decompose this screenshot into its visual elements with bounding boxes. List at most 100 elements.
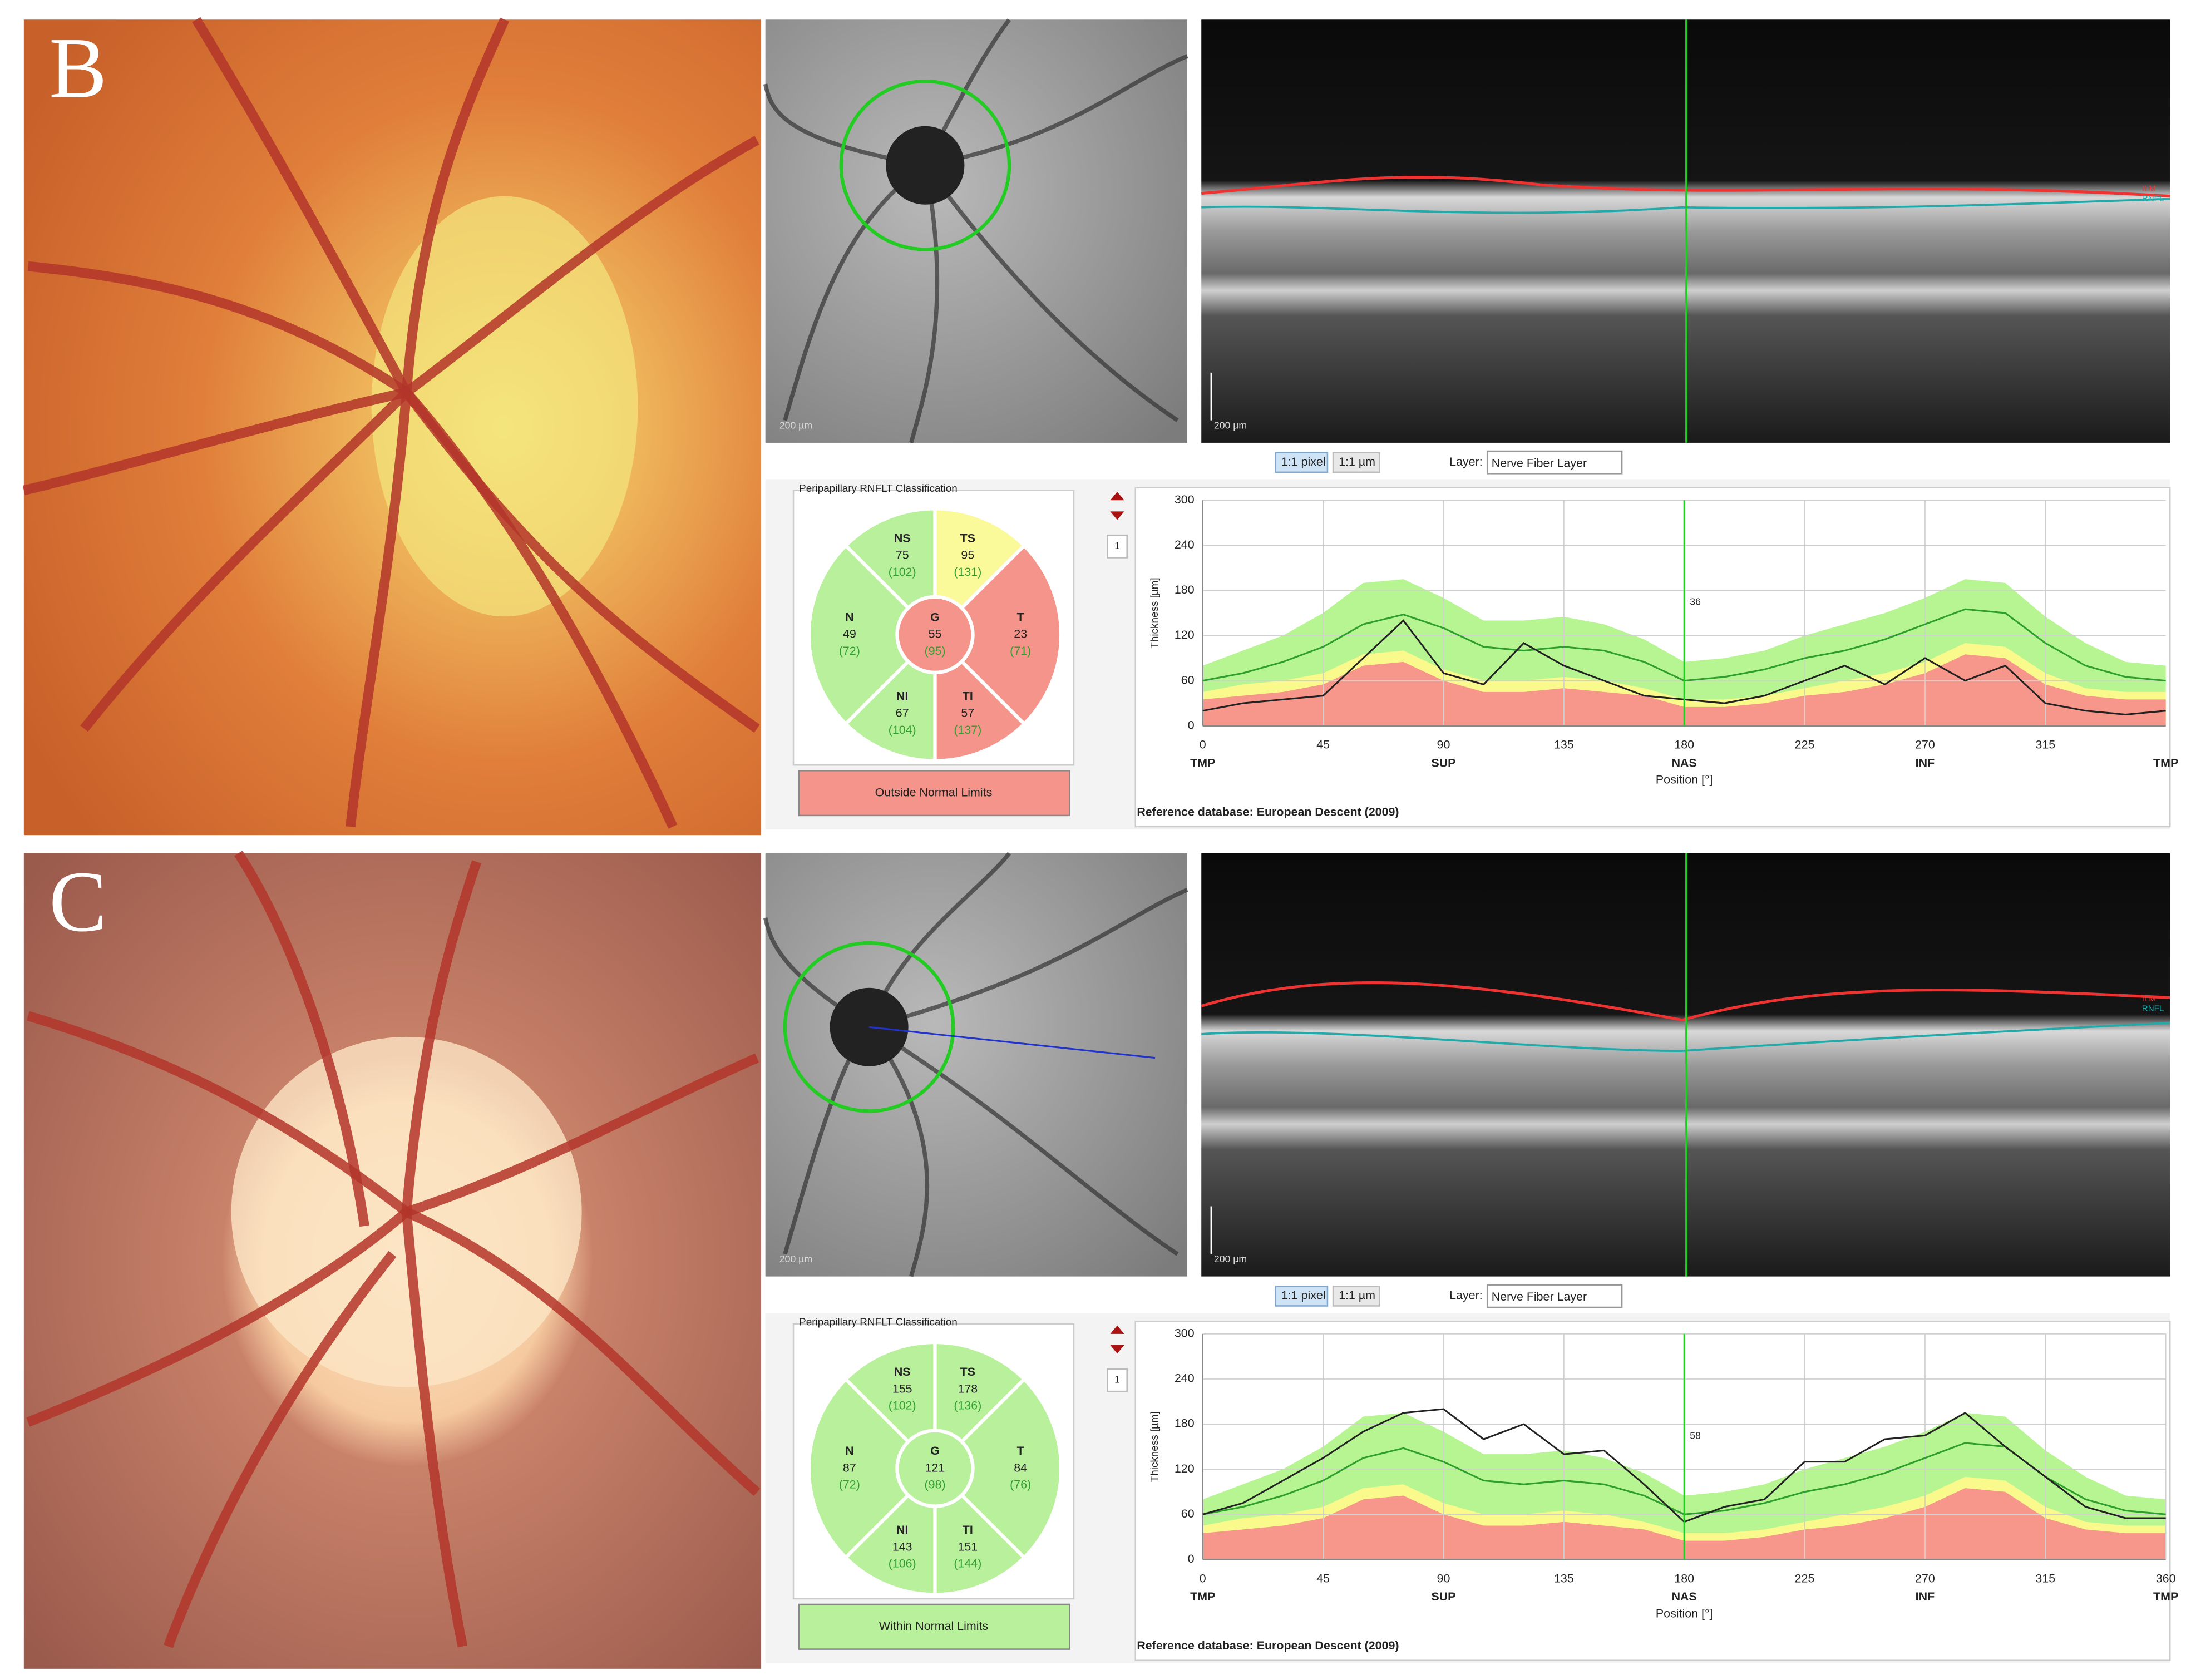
x-tick-label: 180 bbox=[1674, 1572, 1694, 1585]
vessel bbox=[26, 1208, 410, 1427]
vessel bbox=[164, 1251, 397, 1648]
toolbar: 1:1 pixel 1:1 µm Layer: Nerve Fiber Layer bbox=[765, 1279, 2170, 1313]
sector-name: NI bbox=[896, 689, 908, 703]
x-tick-label: 135 bbox=[1554, 1572, 1574, 1585]
result-text: Outside Normal Limits bbox=[875, 785, 993, 799]
x-axis-label: Position [°] bbox=[1656, 773, 1713, 787]
sector bbox=[843, 659, 937, 763]
layer-tag: RNFL bbox=[2142, 194, 2164, 204]
sector-normal: (95) bbox=[924, 644, 945, 658]
ir-vessel bbox=[868, 887, 1188, 1029]
layer-tag: RNFL bbox=[2142, 1004, 2164, 1013]
region-label: INF bbox=[1916, 756, 1935, 769]
result-box bbox=[798, 1603, 1070, 1650]
scroll-down bbox=[1110, 1345, 1124, 1354]
region-label: TMP bbox=[1190, 1590, 1215, 1603]
y-axis-label: Thickness [µm] bbox=[1149, 1411, 1161, 1482]
sector-name: TI bbox=[963, 689, 973, 703]
x-tick-label: 180 bbox=[1674, 738, 1694, 752]
ir-vessel bbox=[923, 164, 1179, 422]
y-tick-label: 60 bbox=[1181, 1507, 1195, 1520]
sector-normal: (76) bbox=[1010, 1478, 1031, 1491]
layer-dropdown[interactable] bbox=[1486, 450, 1623, 475]
classification-title: Peripapillary RNFLT Classification bbox=[799, 483, 958, 495]
sector-normal: (144) bbox=[954, 1557, 981, 1570]
x-tick-label: 90 bbox=[1437, 738, 1450, 752]
y-tick-label: 60 bbox=[1181, 673, 1195, 686]
optic-disc bbox=[371, 196, 638, 617]
ir-scale: 200 µm bbox=[779, 1253, 812, 1264]
thickness-chart: 0 60 120 180 240 300 0 45 90 135 180 225 270 315 360 TM… bbox=[1134, 1320, 2178, 1661]
page-number: 1 bbox=[1114, 1374, 1120, 1385]
vessel bbox=[401, 860, 482, 1213]
panel-label: B bbox=[49, 19, 107, 116]
ir-background bbox=[765, 853, 1188, 1277]
y-tick-label: 240 bbox=[1175, 1372, 1195, 1385]
sector-value: 23 bbox=[1014, 627, 1027, 641]
ir-vessel bbox=[909, 165, 940, 443]
pixel-button[interactable] bbox=[1275, 1285, 1329, 1307]
toolbar-bg bbox=[765, 445, 2170, 480]
micron-button[interactable] bbox=[1332, 1285, 1380, 1307]
scroll-down bbox=[1110, 511, 1124, 520]
sector-normal: (72) bbox=[839, 1478, 860, 1491]
x-axis-label: Position [°] bbox=[1656, 1607, 1713, 1620]
layer-label: Layer: bbox=[1449, 455, 1483, 468]
y-tick-label: 120 bbox=[1175, 628, 1195, 641]
y-tick-label: 240 bbox=[1175, 538, 1195, 551]
region-label: NAS bbox=[1672, 756, 1697, 769]
layer-tag: ILM bbox=[2142, 184, 2156, 194]
micron-button[interactable] bbox=[1332, 452, 1380, 473]
sector-normal: (104) bbox=[889, 723, 916, 737]
sector-name: G bbox=[930, 1444, 940, 1457]
sector-name: N bbox=[845, 610, 853, 624]
cursor-label: 58 bbox=[1690, 1430, 1701, 1441]
scan-circle bbox=[783, 941, 955, 1113]
pixel-text: 1:1 pixel bbox=[1281, 1289, 1326, 1302]
ir-disc bbox=[830, 987, 909, 1066]
layer-dropdown[interactable] bbox=[1486, 1284, 1623, 1308]
sector-value: 155 bbox=[892, 1382, 912, 1395]
layer-value: Nerve Fiber Layer bbox=[1492, 456, 1587, 470]
vessel bbox=[401, 17, 510, 393]
scroll-up bbox=[1110, 1325, 1124, 1334]
sector-value: 49 bbox=[843, 627, 856, 641]
vessel bbox=[22, 387, 408, 496]
vessel bbox=[402, 389, 760, 733]
page-number: 1 bbox=[1114, 540, 1120, 551]
y-tick-label: 180 bbox=[1175, 583, 1195, 596]
sector-normal: (131) bbox=[954, 565, 981, 579]
ir-vessel bbox=[783, 164, 927, 421]
sector-name: TS bbox=[960, 531, 975, 545]
thickness-chart: 0 60 120 180 240 300 0 45 90 135 180 225 270 315 TMP SU… bbox=[1134, 487, 2178, 828]
sector-name: T bbox=[1017, 1444, 1024, 1457]
oct-scale: 200 µm bbox=[1214, 1253, 1247, 1264]
ir-vessel bbox=[763, 83, 926, 167]
y-tick-label: 120 bbox=[1175, 1462, 1195, 1475]
result-text: Within Normal Limits bbox=[879, 1619, 988, 1633]
pixel-text: 1:1 pixel bbox=[1281, 455, 1326, 468]
x-tick-label: 225 bbox=[1795, 1572, 1815, 1585]
pixel-button[interactable] bbox=[1275, 452, 1329, 473]
vessel bbox=[234, 851, 369, 1227]
fundus-photo bbox=[22, 17, 762, 836]
ir-image: 200 µm bbox=[763, 852, 1188, 1277]
layer-tag: ILM bbox=[2142, 994, 2156, 1004]
oct-scale: 200 µm bbox=[1214, 419, 1247, 431]
x-tick-label: 315 bbox=[2035, 738, 2055, 752]
scroll-up bbox=[1110, 492, 1124, 501]
sector-value: 55 bbox=[929, 627, 942, 641]
x-tick-label: 45 bbox=[1316, 1572, 1330, 1585]
sector-value: 87 bbox=[843, 1461, 856, 1474]
sector bbox=[959, 543, 1063, 727]
sector bbox=[843, 1493, 937, 1597]
sector-value: 75 bbox=[896, 549, 909, 562]
rnfl-line bbox=[1201, 197, 2170, 214]
sector bbox=[933, 1493, 1027, 1597]
sector-value: 151 bbox=[958, 1540, 978, 1553]
classification-title: Peripapillary RNFLT Classification bbox=[799, 1317, 958, 1328]
sector-value: 143 bbox=[892, 1540, 912, 1553]
